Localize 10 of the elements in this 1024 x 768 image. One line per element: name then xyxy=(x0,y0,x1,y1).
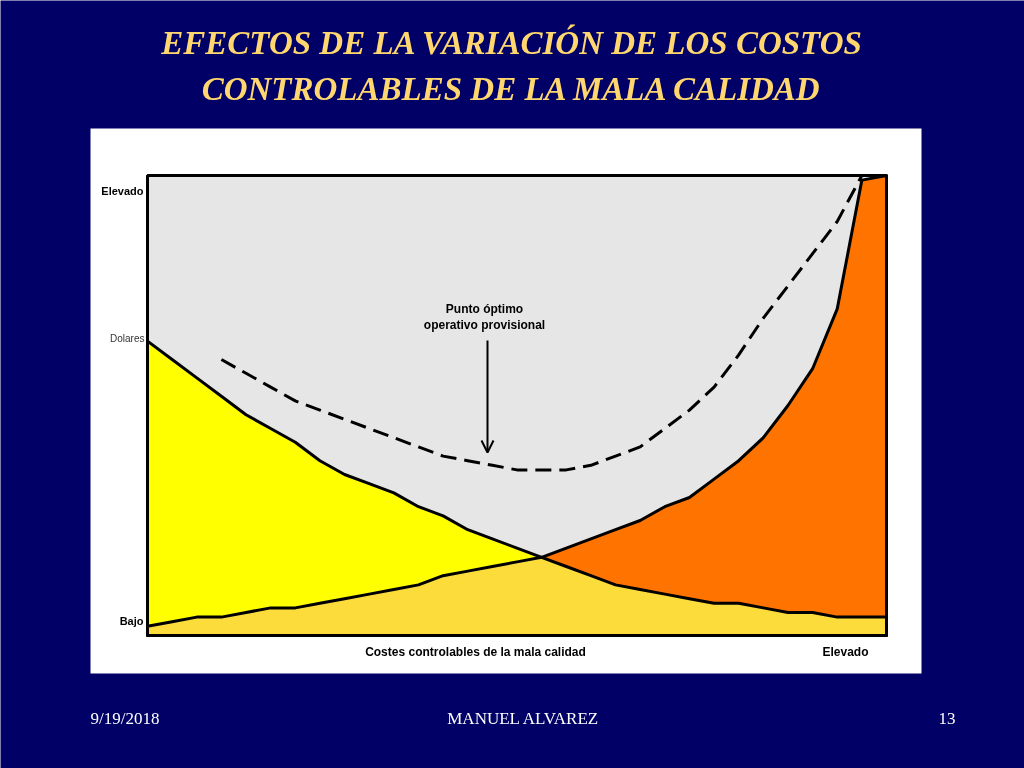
text: MANUEL ALVAREZ xyxy=(447,709,599,728)
text: Elevado xyxy=(822,644,869,659)
text: 13 xyxy=(938,709,956,728)
annotation: Punto óptimo operativo provisional xyxy=(423,301,546,332)
y-axis-title: Dolares xyxy=(110,333,145,344)
x-axis-title: Costes controlables de la mala calidad xyxy=(365,644,586,659)
chart-title: EFECTOS DE LA VARIACIÓN DE LOS COSTOS CONTROLABLES DE LA MALA CALIDAD xyxy=(160,23,862,107)
text: Elevado xyxy=(101,184,144,197)
text: Bajo xyxy=(119,614,144,627)
text: 9/19/2018 xyxy=(90,709,160,728)
